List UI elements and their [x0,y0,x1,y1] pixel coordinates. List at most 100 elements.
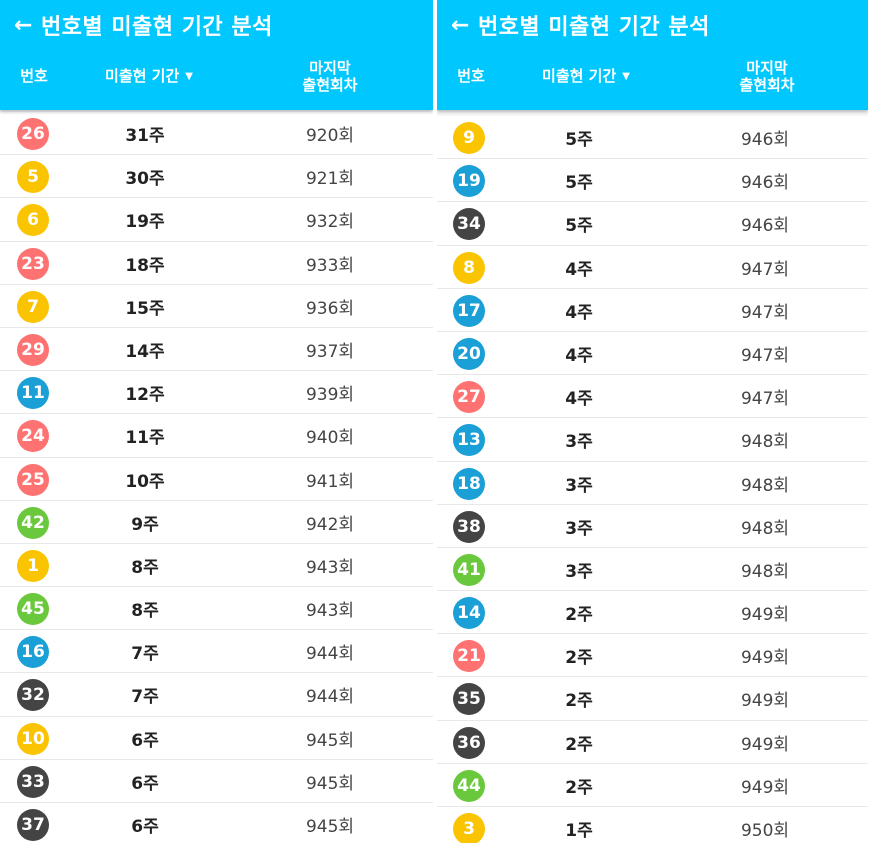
column-header-period-label: 미출현 기간 [542,67,617,85]
absence-period: 6주 [131,773,159,794]
last-draw-round: 949회 [740,648,790,669]
app-header: ← 번호별 미출현 기간 분석 번호 미출현 기간 ▼ 마지막 출현회차 [0,0,433,110]
list-item[interactable]: 17 4주 947회 [437,288,868,332]
list-item[interactable]: 26 31주 920회 [0,112,433,156]
lotto-ball: 38 [453,510,485,543]
list-item[interactable]: 24 11주 940회 [0,414,433,458]
list-item[interactable]: 5 30주 921회 [0,155,433,199]
list-item[interactable]: 41 3주 948회 [437,547,868,592]
list-item[interactable]: 20 4주 947회 [437,331,868,376]
column-header-number: 번호 [457,67,485,85]
left-panel: ← 번호별 미출현 기간 분석 번호 미출현 기간 ▼ 마지막 출현회차 26 31… [0,0,433,843]
lotto-ball: 1 [17,549,49,582]
lotto-ball: 13 [453,424,485,457]
list-item[interactable]: 38 3주 948회 [437,504,868,548]
column-header-period[interactable]: 미출현 기간 ▼ [97,68,201,85]
column-header-period[interactable]: 미출현 기간 ▼ [534,68,638,85]
list-item[interactable]: 42 9주 942회 [0,500,433,544]
last-draw-round: 948회 [740,432,790,453]
lotto-ball: 3 [453,813,485,843]
list-item[interactable]: 27 4주 947회 [437,375,868,419]
column-header-last-line1: 마지막 [746,59,788,77]
last-draw-round: 944회 [305,687,355,708]
absence-period: 11주 [125,428,165,449]
list-item[interactable]: 25 10주 941회 [0,457,433,501]
list-item[interactable]: 7 15주 936회 [0,284,433,328]
last-draw-round: 920회 [305,126,355,146]
lotto-ball: 20 [453,337,485,370]
last-draw-round: 945회 [305,773,355,794]
absence-period: 6주 [131,817,159,837]
absence-period: 3주 [565,432,593,453]
last-draw-round: 947회 [740,345,790,366]
number-list: 26 31주 920회 5 30주 921회 6 19주 932회 23 18주 933회 7 15주 93… [0,112,433,843]
lotto-ball: 16 [17,636,49,669]
list-item[interactable]: 8 4주 947회 [437,245,868,289]
list-item[interactable]: 21 2주 949회 [437,634,868,678]
lotto-ball: 37 [17,809,49,841]
absence-period: 4주 [565,302,593,323]
list-item[interactable]: 10 6주 945회 [0,716,433,760]
lotto-ball: 35 [453,683,485,716]
absence-period: 3주 [565,518,593,539]
absence-period: 5주 [565,216,593,237]
absence-period: 8주 [131,557,159,578]
lotto-ball: 7 [17,290,49,323]
app-header: ← 번호별 미출현 기간 분석 번호 미출현 기간 ▼ 마지막 출현회차 [437,0,868,110]
back-arrow-icon[interactable]: ← [451,12,470,38]
absence-period: 6주 [131,730,159,751]
last-draw-round: 939회 [305,385,355,406]
last-draw-round: 943회 [305,601,355,622]
list-item[interactable]: 9 5주 946회 [437,116,868,160]
lotto-ball: 27 [453,381,485,414]
absence-period: 2주 [565,605,593,626]
list-item[interactable]: 3 1주 950회 [437,807,868,843]
absence-period: 3주 [565,475,593,496]
page-title: ← 번호별 미출현 기간 분석 [451,10,710,41]
list-item[interactable]: 6 19주 932회 [0,198,433,242]
absence-period: 9주 [131,514,159,535]
list-item[interactable]: 16 7주 944회 [0,630,433,674]
last-draw-round: 948회 [740,518,790,539]
absence-period: 14주 [125,341,165,362]
lotto-ball: 34 [453,208,485,241]
lotto-ball: 9 [453,122,485,154]
absence-period: 3주 [565,561,593,582]
lotto-ball: 24 [17,420,49,453]
list-item[interactable]: 36 2주 949회 [437,720,868,764]
list-item[interactable]: 13 3주 948회 [437,418,868,462]
list-item[interactable]: 29 14주 937회 [0,327,433,372]
sort-down-icon: ▼ [185,71,193,82]
absence-period: 5주 [565,130,593,150]
list-item[interactable]: 23 18주 933회 [0,241,433,285]
title-text: 번호별 미출현 기간 분석 [477,15,710,40]
list-item[interactable]: 11 12주 939회 [0,371,433,415]
last-draw-round: 949회 [740,691,790,712]
list-item[interactable]: 32 7주 944회 [0,673,433,717]
lotto-ball: 32 [17,679,49,712]
lotto-ball: 25 [17,463,49,496]
list-item[interactable]: 33 6주 945회 [0,759,433,803]
absence-period: 7주 [131,644,159,665]
title-text: 번호별 미출현 기간 분석 [40,15,273,40]
lotto-ball: 18 [453,467,485,500]
column-header-last-round: 마지막 출현회차 [270,60,390,94]
list-item[interactable]: 35 2주 949회 [437,677,868,721]
list-item[interactable]: 14 2주 949회 [437,591,868,635]
lotto-ball: 36 [453,726,485,759]
last-draw-round: 947회 [740,302,790,323]
list-item[interactable]: 44 2주 949회 [437,763,868,807]
back-arrow-icon[interactable]: ← [14,12,33,38]
list-item[interactable]: 37 6주 945회 [0,803,433,843]
column-header-last-line1: 마지막 [309,59,351,77]
list-item[interactable]: 45 8주 943회 [0,587,433,631]
list-item[interactable]: 34 5주 946회 [437,202,868,246]
list-item[interactable]: 18 3주 948회 [437,461,868,505]
list-item[interactable]: 19 5주 946회 [437,159,868,203]
absence-period: 10주 [125,471,165,492]
absence-period: 4주 [565,345,593,366]
last-draw-round: 947회 [740,259,790,280]
list-item[interactable]: 1 8주 943회 [0,543,433,588]
column-header-last-line2: 출현회차 [302,76,358,94]
lotto-ball: 21 [453,640,485,673]
